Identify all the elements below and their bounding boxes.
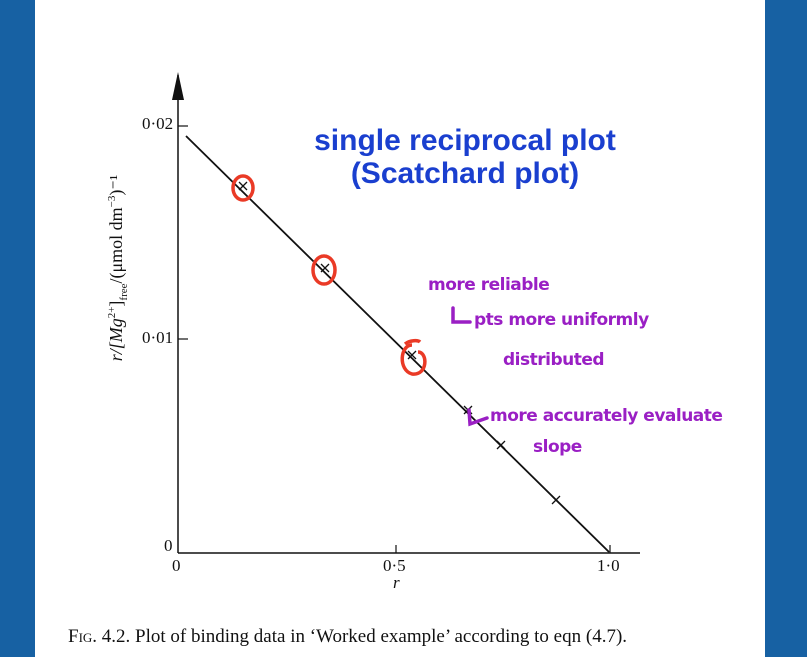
annotation-title: single reciprocal plot (Scatchard plot) — [250, 124, 680, 190]
note-more-reliable: more reliable — [428, 275, 550, 295]
data-point — [238, 181, 248, 191]
y-label-sub: free — [117, 283, 130, 301]
y-label-sup: 2+ — [106, 306, 119, 319]
x-tick-label-1.0: 1·0 — [597, 556, 620, 575]
note-arrows — [451, 306, 489, 427]
hook-arrow-icon — [451, 306, 472, 324]
title-line-2: (Scatchard plot) — [350, 157, 580, 190]
data-point — [320, 263, 330, 273]
y-axis-arrow-icon — [172, 72, 184, 100]
note-distributed: distributed — [503, 350, 605, 370]
title-line-1: single reciprocal plot — [314, 124, 616, 157]
data-point — [496, 440, 506, 450]
red-circle-icon — [311, 254, 337, 286]
y-tick-label-0: 0 — [164, 536, 173, 555]
y-tick-label-0.01: 0·01 — [142, 328, 174, 347]
fitted-line — [185, 135, 610, 553]
figure-caption: Fig. 4.2. Plot of binding data in ‘Worke… — [68, 626, 627, 648]
data-point — [407, 350, 417, 360]
red-circle-annotations — [231, 174, 427, 376]
y-tick-label-0.02: 0·02 — [142, 114, 174, 133]
x-axis-label: r — [393, 573, 400, 592]
caption-text: 4.2. Plot of binding data in ‘Worked exa… — [97, 626, 628, 647]
data-point — [551, 495, 561, 505]
y-label-end: )⁻¹ — [106, 174, 127, 196]
y-axis-label: r/[Mg2+]free/(μmol dm−3)⁻¹ — [106, 175, 130, 362]
x-tick-label-0: 0 — [172, 556, 181, 575]
note-pts-uniform: pts more uniformly — [474, 310, 649, 330]
right-blue-border — [765, 0, 807, 657]
y-label-sup2: −3 — [106, 195, 119, 208]
hook-arrow-icon — [467, 408, 489, 427]
note-slope: slope — [533, 437, 582, 457]
left-blue-border — [0, 0, 35, 657]
red-circle-icon — [400, 343, 427, 376]
note-pts-uniform-text: pts more uniformly — [474, 310, 649, 330]
y-label-suffix: /(μmol dm — [106, 207, 127, 284]
caption-fig: Fig. — [68, 626, 98, 647]
red-circle-icon — [231, 174, 255, 202]
x-tick-label-0.5: 0·5 — [383, 556, 406, 575]
note-accurately-evaluate: more accurately evaluate — [490, 406, 723, 426]
note-accurately-evaluate-text: more accurately evaluate — [490, 406, 723, 426]
y-label-mid: ] — [106, 300, 127, 307]
red-circle-icon — [403, 338, 422, 346]
y-label-prefix: r/[Mg — [106, 318, 127, 362]
